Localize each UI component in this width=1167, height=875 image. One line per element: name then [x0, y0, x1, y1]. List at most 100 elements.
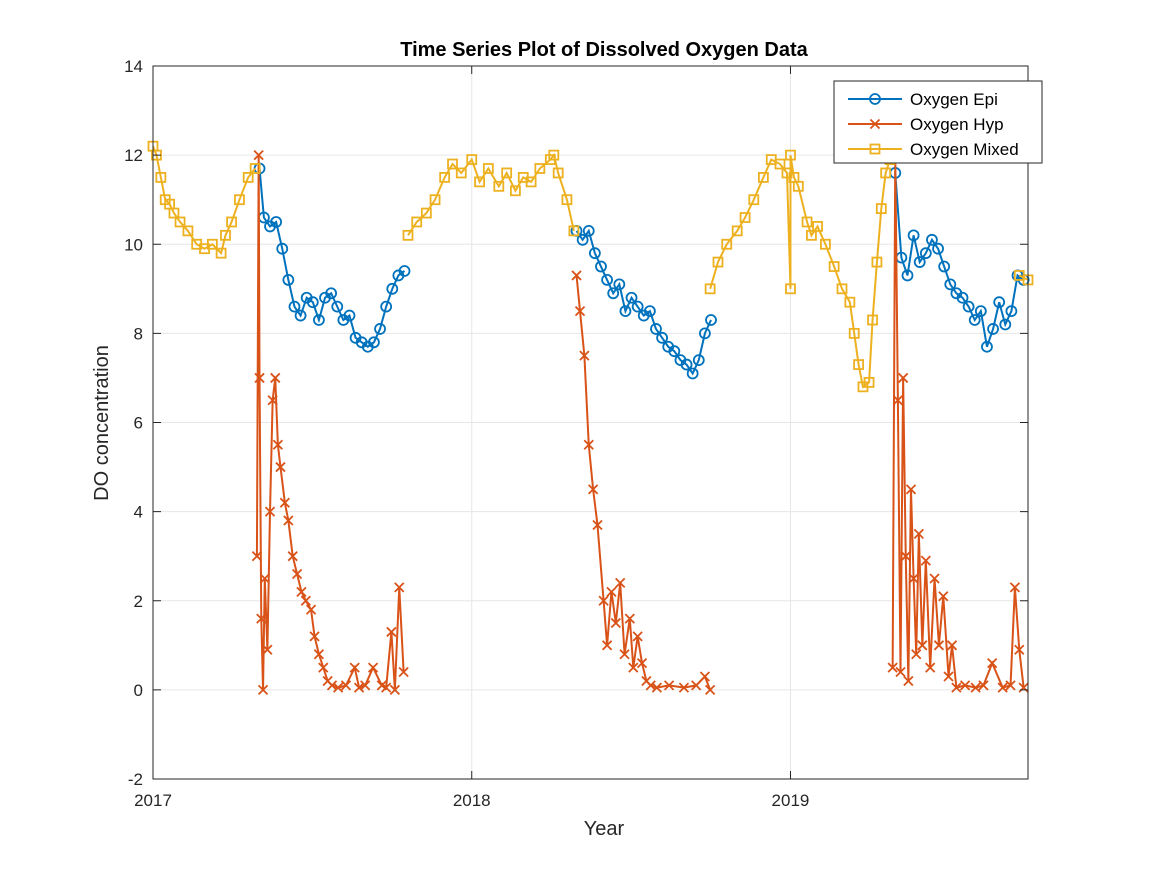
data-point-x: [398, 666, 409, 678]
legend-entry: Oxygen Epi: [848, 90, 998, 109]
data-point-x: [296, 586, 307, 597]
data-point-square: [548, 149, 560, 161]
data-point-x: [987, 658, 998, 669]
data-point-square: [848, 327, 860, 339]
data-point-circle: [869, 93, 881, 105]
data-point-circle: [705, 314, 717, 326]
data-point-square: [739, 212, 751, 223]
data-point-x: [933, 640, 945, 651]
data-point-square: [704, 283, 716, 295]
data-point-x: [360, 680, 371, 691]
data-point-x: [911, 649, 922, 660]
data-point-x: [632, 631, 643, 642]
data-point-square: [568, 225, 580, 237]
data-point-circle: [276, 242, 289, 255]
data-point-square: [836, 283, 848, 295]
data-point-x: [272, 439, 284, 450]
y-axis-label: DO concentration: [91, 345, 113, 501]
data-point-circle: [656, 331, 669, 344]
data-point-x: [579, 350, 590, 361]
data-point-x: [903, 675, 914, 687]
data-point-circle: [282, 273, 295, 286]
data-point-x: [305, 604, 317, 615]
legend: Oxygen Epi Oxygen Hyp Oxygen Mixed: [833, 80, 1043, 164]
data-point-x: [279, 497, 290, 508]
data-point-x: [624, 613, 635, 624]
data-point-x: [704, 684, 716, 696]
data-point-x: [978, 680, 989, 691]
data-point-square: [561, 194, 573, 206]
data-point-x: [897, 372, 909, 384]
data-point-circle: [398, 265, 411, 277]
data-point-circle: [607, 287, 620, 300]
data-point-circle: [343, 309, 356, 322]
data-point-circle: [619, 305, 632, 317]
data-point-x: [340, 680, 352, 691]
data-point-square: [785, 283, 796, 295]
data-point-square: [758, 172, 769, 183]
data-point-square: [168, 207, 180, 219]
data-point-circle: [692, 354, 705, 367]
data-point-x: [349, 662, 360, 673]
data-point-x: [645, 680, 656, 691]
data-point-x: [389, 684, 401, 696]
data-point-x: [259, 573, 270, 584]
ticks: -2 0 2 4 6 8 10 12 14 2017 2018 2019: [124, 57, 1028, 810]
data-point-square: [220, 229, 231, 241]
data-point-circle: [698, 327, 711, 340]
data-point-circle: [595, 260, 607, 273]
x-tick-label: 2018: [453, 791, 491, 810]
data-point-square: [249, 163, 261, 174]
data-point-x: [601, 640, 613, 651]
data-point-x: [905, 484, 917, 495]
data-point-x: [1005, 680, 1016, 691]
data-point-circle: [588, 247, 601, 260]
series-oxygen-mixed: [147, 140, 1034, 393]
data-point-square: [785, 149, 796, 161]
data-point-square: [534, 163, 546, 174]
data-point-x: [970, 682, 981, 693]
data-point-circle: [968, 314, 981, 326]
data-point-x: [900, 551, 911, 562]
data-point-circle: [938, 260, 951, 273]
data-point-square: [844, 296, 856, 308]
data-point-x: [275, 461, 286, 473]
data-point-square: [429, 194, 441, 206]
data-point-square: [748, 194, 760, 206]
y-tick-label: 0: [134, 681, 143, 700]
series-line: [575, 275, 712, 691]
data-point-x: [887, 662, 898, 673]
data-point-circle: [962, 300, 975, 313]
data-point-x: [636, 658, 648, 669]
data-point-x: [892, 395, 904, 406]
data-point-x: [587, 484, 599, 495]
data-point-square: [853, 359, 864, 370]
legend-entry: Oxygen Hyp: [848, 115, 1004, 134]
data-point-square: [510, 185, 521, 197]
data-point-x: [1014, 644, 1025, 655]
data-point-x: [318, 662, 329, 673]
data-point-x: [651, 682, 663, 693]
data-point-square: [871, 256, 883, 268]
data-point-x: [309, 631, 320, 642]
data-point-square: [174, 216, 186, 228]
data-point-circle: [993, 296, 1006, 309]
data-point-circle: [368, 336, 380, 349]
data-point-x: [262, 644, 273, 655]
data-point-circle: [999, 318, 1012, 331]
data-point-square: [792, 180, 804, 192]
data-point-x: [291, 568, 303, 580]
data-point-circle: [668, 345, 681, 358]
data-point-square: [721, 238, 733, 250]
data-point-x: [678, 682, 690, 693]
data-point-square: [215, 247, 227, 259]
data-point-circle: [680, 358, 693, 371]
data-point-x: [925, 662, 936, 673]
data-point-circle: [686, 367, 699, 380]
data-point-x: [251, 551, 263, 562]
data-point-x: [394, 582, 405, 593]
y-tick-label: -2: [128, 770, 143, 789]
data-point-circle: [926, 233, 938, 246]
data-point-square: [474, 176, 485, 188]
y-tick-label: 6: [134, 414, 143, 433]
